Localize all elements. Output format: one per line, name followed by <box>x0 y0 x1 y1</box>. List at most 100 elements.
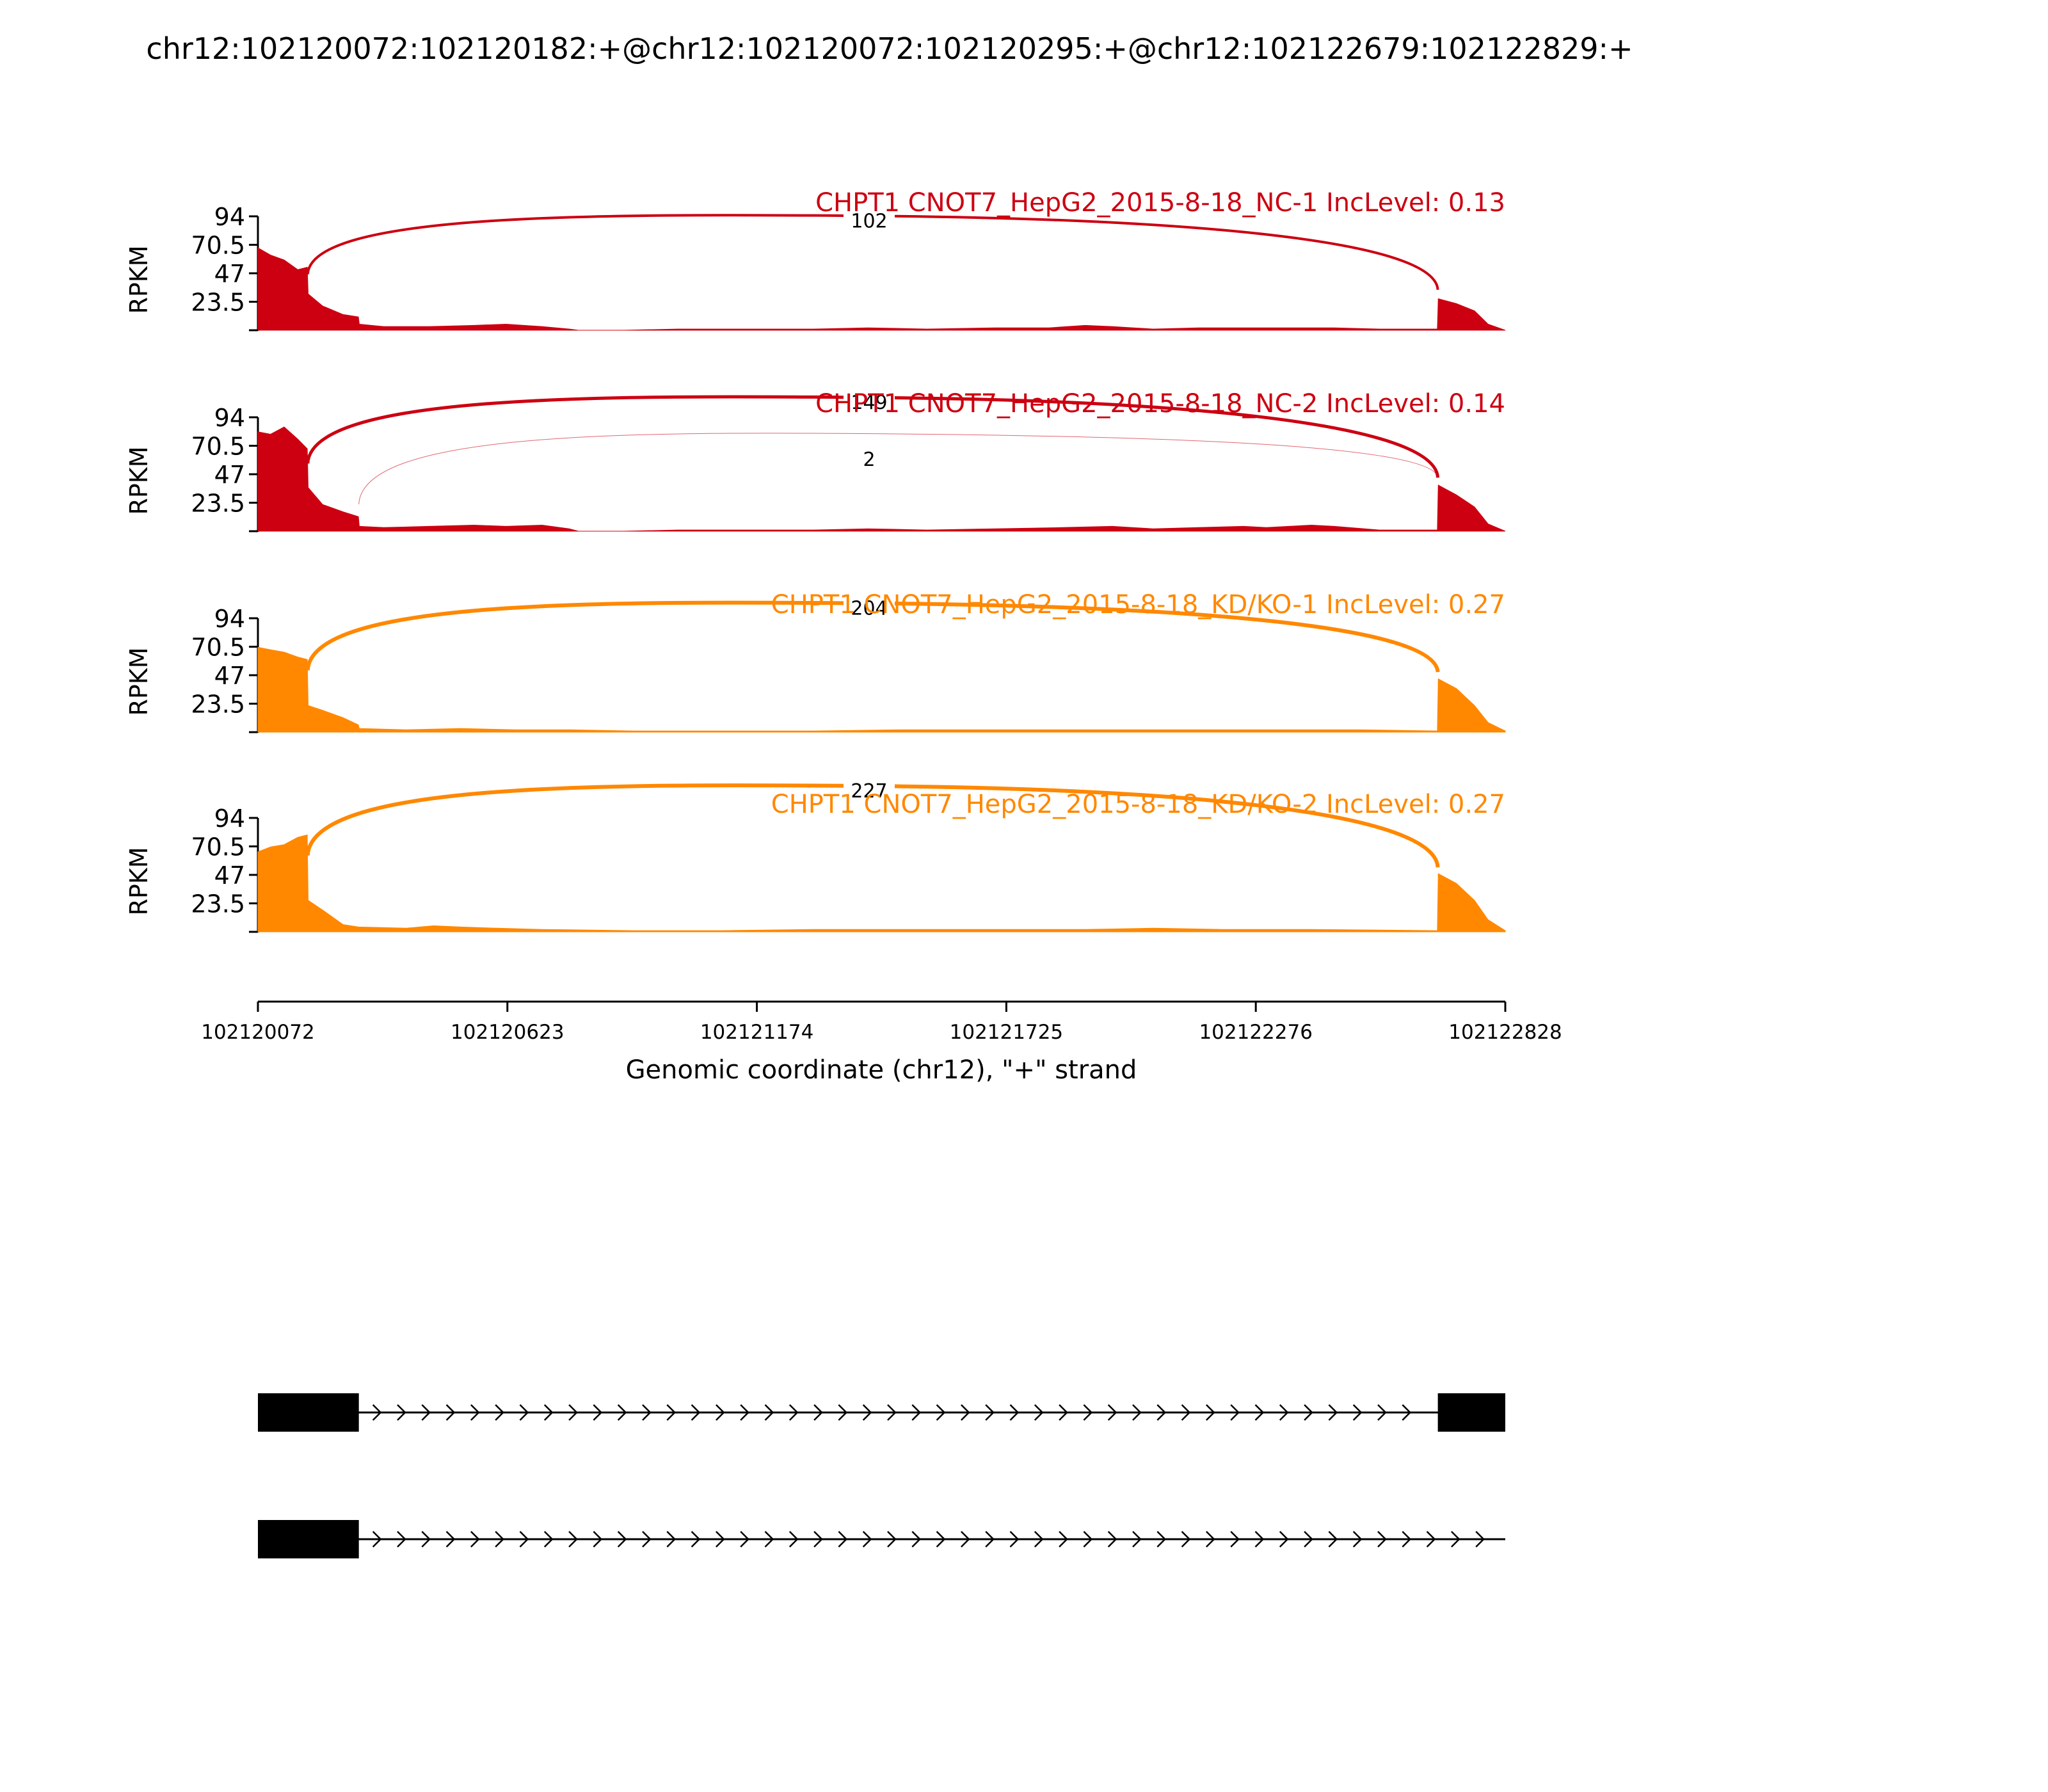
junction-count-label: 149 <box>851 392 887 414</box>
junction-count-label: 102 <box>851 210 887 232</box>
strand-arrow <box>1279 1531 1289 1548</box>
strand-arrow <box>887 1404 897 1421</box>
strand-arrow <box>543 1531 554 1548</box>
strand-arrow <box>519 1404 529 1421</box>
strand-arrow <box>716 1531 725 1548</box>
strand-arrow <box>445 1531 456 1548</box>
y-tick-label: 70.5 <box>191 634 245 662</box>
strand-arrow <box>1254 1404 1265 1421</box>
strand-arrow <box>421 1404 431 1421</box>
strand-arrow <box>1107 1404 1117 1421</box>
strand-arrow <box>495 1531 504 1548</box>
y-tick-label: 23.5 <box>191 490 245 518</box>
junction-count-box <box>844 781 895 803</box>
strand-arrow <box>813 1404 823 1421</box>
x-axis-label: Genomic coordinate (chr12), "+" strand <box>626 1055 1137 1085</box>
strand-arrow <box>1328 1531 1338 1548</box>
strand-arrow <box>1352 1404 1363 1421</box>
chart-title: chr12:102120072:102120182:+@chr12:102120… <box>146 31 1633 66</box>
strand-arrow <box>1181 1404 1191 1421</box>
strand-arrow <box>1034 1531 1044 1548</box>
strand-arrow <box>788 1404 799 1421</box>
strand-arrow <box>1402 1404 1412 1421</box>
coverage-area <box>257 834 1506 932</box>
exon-block <box>1437 1393 1505 1432</box>
strand-arrow <box>813 1531 823 1548</box>
junction-count-box <box>844 598 895 620</box>
strand-arrow <box>593 1531 603 1548</box>
strand-arrow <box>666 1531 676 1548</box>
strand-arrow <box>862 1531 872 1548</box>
y-axis-label: RPKM <box>125 446 153 515</box>
junction-count-label: 204 <box>851 598 887 620</box>
strand-arrow <box>740 1531 749 1548</box>
track-label: CHPT1 CNOT7_HepG2_2015-8-18_NC-1 IncLeve… <box>815 188 1505 218</box>
y-tick-label: 47 <box>214 662 245 690</box>
junction-arc <box>358 433 1439 505</box>
strand-arrow <box>397 1531 406 1548</box>
strand-arrow <box>1304 1404 1313 1421</box>
strand-arrow <box>1156 1531 1167 1548</box>
strand-arrow <box>1083 1531 1093 1548</box>
y-tick-label: 70.5 <box>191 232 245 260</box>
strand-arrow <box>1083 1404 1093 1421</box>
gene-structure <box>258 1393 1505 1558</box>
strand-arrow <box>666 1404 676 1421</box>
strand-arrow <box>936 1531 946 1548</box>
y-tick-label: 94 <box>214 605 245 633</box>
strand-arrow <box>936 1404 946 1421</box>
strand-arrow <box>593 1404 603 1421</box>
strand-arrow <box>1009 1531 1020 1548</box>
track-label: CHPT1 CNOT7_HepG2_2015-8-18_KD/KO-1 IncL… <box>771 590 1505 620</box>
strand-arrow <box>372 1404 382 1421</box>
track-label: CHPT1 CNOT7_HepG2_2015-8-18_NC-2 IncLeve… <box>815 389 1505 419</box>
strand-arrow <box>568 1404 578 1421</box>
strand-arrow <box>1377 1404 1387 1421</box>
strand-arrow <box>961 1404 970 1421</box>
strand-arrow <box>1181 1531 1191 1548</box>
x-tick-label: 102122276 <box>1199 1021 1313 1044</box>
junction-count-label: 2 <box>863 449 875 471</box>
strand-arrow <box>1009 1404 1020 1421</box>
strand-arrow <box>716 1404 725 1421</box>
strand-arrow <box>911 1531 922 1548</box>
strand-arrow <box>617 1404 627 1421</box>
coverage-area <box>257 426 1506 532</box>
exon-block <box>258 1520 359 1558</box>
strand-arrow <box>764 1531 774 1548</box>
strand-arrow <box>862 1404 872 1421</box>
y-axis-label: RPKM <box>125 647 153 716</box>
strand-arrow <box>1426 1531 1436 1548</box>
strand-arrow <box>740 1404 749 1421</box>
strand-arrow <box>397 1404 406 1421</box>
y-axis-label: RPKM <box>125 245 153 314</box>
strand-arrow <box>1254 1531 1265 1548</box>
strand-arrow <box>421 1531 431 1548</box>
strand-arrow <box>568 1531 578 1548</box>
x-axis: 102120072 102120623 102121174 102121725 1021… <box>201 1000 1562 1085</box>
y-tick-label: 70.5 <box>191 433 245 461</box>
strand-arrow <box>838 1531 848 1548</box>
strand-arrow <box>470 1531 480 1548</box>
x-tick-label: 102122828 <box>1448 1021 1562 1044</box>
x-tick-label: 102121174 <box>700 1021 814 1044</box>
strand-arrow <box>1107 1531 1117 1548</box>
strand-arrow <box>961 1531 970 1548</box>
junction-count-box <box>844 449 895 471</box>
strand-arrow <box>788 1531 799 1548</box>
x-tick-label: 102120623 <box>451 1021 564 1044</box>
strand-arrow <box>617 1531 627 1548</box>
y-tick-label: 94 <box>214 804 245 833</box>
strand-arrow <box>1451 1531 1460 1548</box>
strand-arrow <box>1132 1531 1142 1548</box>
strand-arrow <box>1034 1404 1044 1421</box>
strand-arrow <box>1059 1404 1068 1421</box>
y-axis-label: RPKM <box>125 847 153 915</box>
strand-arrow <box>1059 1531 1068 1548</box>
